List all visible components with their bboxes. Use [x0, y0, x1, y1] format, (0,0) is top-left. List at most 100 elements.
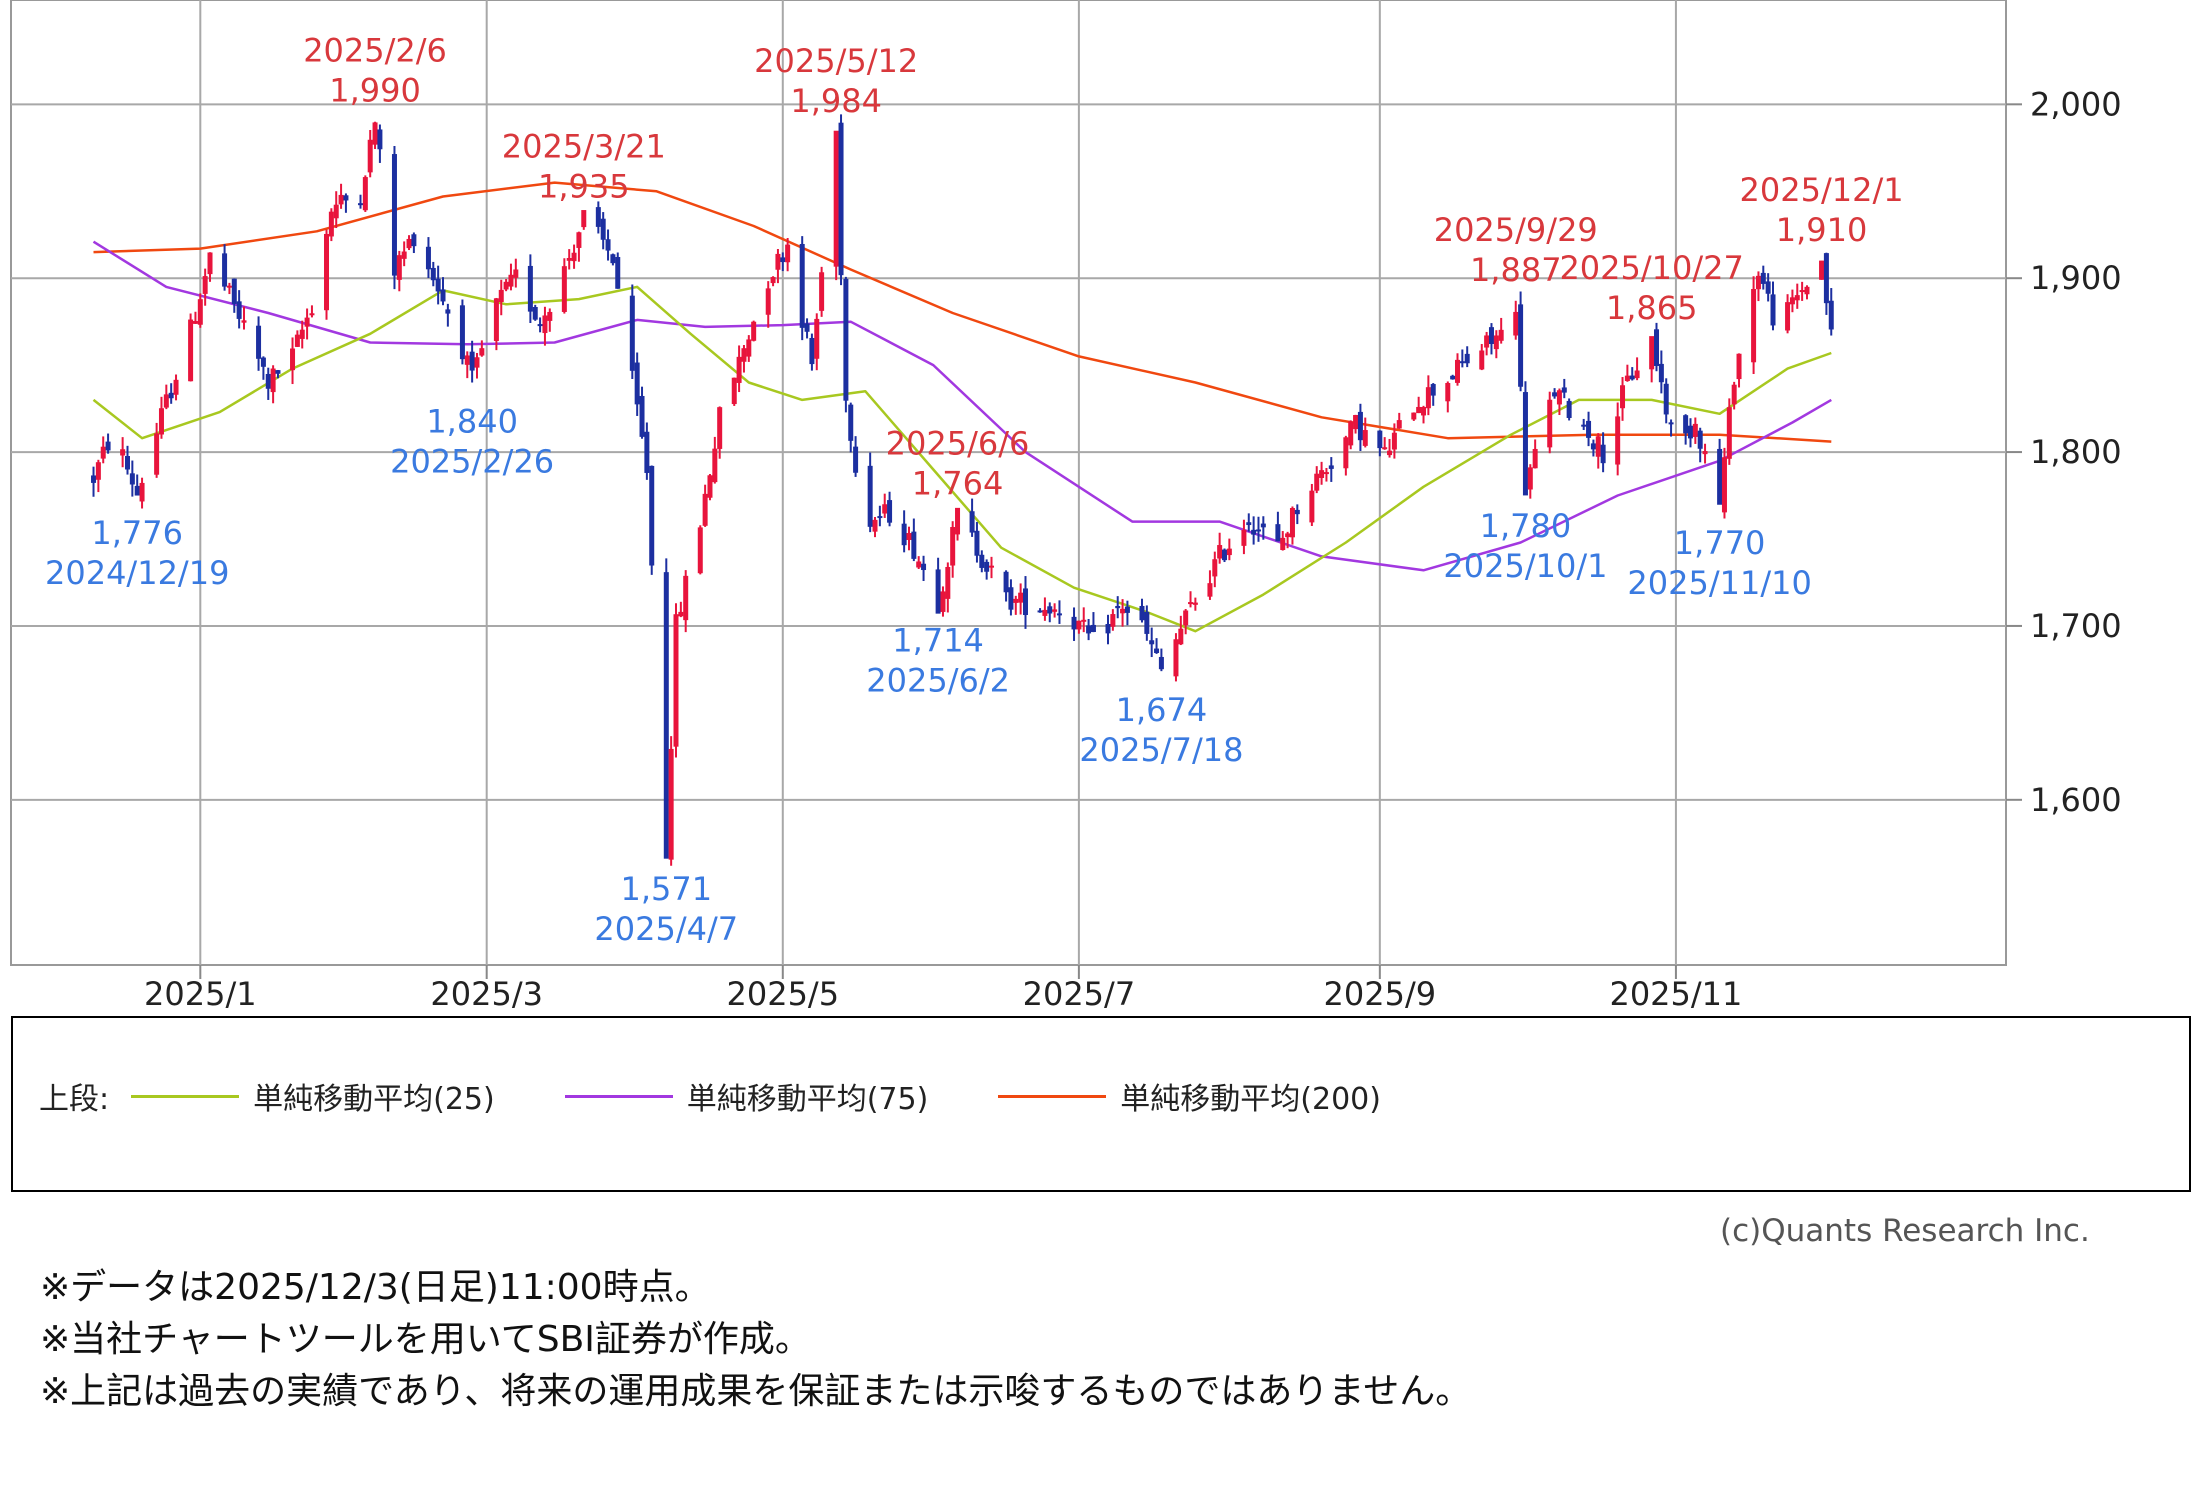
candle-body [950, 527, 956, 566]
candle-body [1513, 311, 1519, 336]
legend-item-ma75: 単純移動平均(75) [564, 1074, 928, 1118]
candle-body [503, 281, 509, 290]
legend-swatch-ma200 [998, 1094, 1107, 1098]
candle-body [615, 257, 621, 289]
candle-body [1624, 375, 1630, 382]
candle-body [1260, 523, 1266, 528]
candle-body [683, 575, 689, 621]
candle-body [867, 465, 873, 527]
candle-body [1251, 529, 1257, 535]
candle-body [1581, 424, 1587, 427]
candle-body [877, 516, 883, 519]
candle-body [1226, 548, 1232, 556]
x-tick-label: 2025/9 [1324, 975, 1437, 1010]
footnotes: ※データは2025/12/3(日足)11:00時点。 ※当社チャートツールを用い… [40, 1262, 1471, 1418]
candle-body [1241, 529, 1247, 546]
candle-body [537, 324, 543, 327]
legend-label-ma200: 単純移動平均(200) [1120, 1082, 1381, 1117]
candle-body [1726, 407, 1732, 459]
candle-body [1343, 437, 1349, 469]
candle-body [1654, 329, 1660, 366]
low-label-value: 1,780 [1480, 507, 1572, 545]
candle-body [1755, 275, 1761, 290]
candle-body [639, 395, 645, 437]
candle-body [1765, 281, 1771, 294]
candle-body [1056, 613, 1062, 616]
legend-swatch-ma25 [131, 1094, 240, 1098]
low-label-value: 1,571 [620, 870, 712, 908]
candle-body [775, 253, 781, 270]
candle-body [605, 239, 611, 251]
candle-body [222, 253, 228, 287]
candle-body [1828, 300, 1834, 330]
moving-average-lines [92, 181, 1832, 633]
candle-body [887, 500, 893, 523]
candle-body [343, 195, 349, 201]
candle-body [294, 334, 300, 347]
candle-body [1683, 415, 1689, 434]
candle-body [1022, 588, 1028, 616]
candle-body [673, 614, 679, 747]
legend-swatch-ma75 [564, 1094, 673, 1098]
candle-body [566, 257, 572, 261]
candle-body [265, 373, 271, 389]
candle-body [207, 252, 213, 275]
candle-body [1178, 628, 1184, 645]
candle-body [1217, 545, 1223, 559]
candle-body [809, 337, 815, 365]
candle-body [1071, 616, 1077, 630]
legend-panel: 上段: 単純移動平均(25) 単純移動平均(75) 単純移動平均(200) [11, 1016, 2191, 1192]
candle-body [547, 311, 553, 321]
candle-body [1600, 444, 1606, 464]
candle-body [1561, 387, 1567, 393]
footnote-data-time: ※データは2025/12/3(日足)11:00時点。 [40, 1267, 711, 1308]
y-tick-label: 2,000 [2030, 85, 2122, 123]
x-tick-label: 2025/3 [430, 975, 543, 1010]
legend-item-ma25: 単純移動平均(25) [131, 1074, 495, 1118]
candle-body [1411, 412, 1417, 420]
high-label-value: 1,887 [1470, 251, 1562, 289]
candle-body [1192, 602, 1198, 605]
candle-body [1566, 400, 1572, 418]
candle-body [1484, 335, 1490, 348]
candle-body [188, 319, 194, 382]
candle-body [396, 255, 402, 280]
candle-body [1076, 620, 1082, 630]
y-tick-label: 1,900 [2030, 259, 2122, 297]
candle-body [1391, 432, 1397, 450]
candle-body [290, 348, 296, 371]
candle-body [843, 278, 849, 401]
candle-body [1042, 609, 1048, 616]
candle-body [406, 238, 412, 249]
candle-body [1620, 385, 1626, 409]
candle-body [1663, 383, 1669, 415]
candle-body [260, 357, 266, 367]
candle-body [731, 377, 737, 405]
low-label-value: 1,714 [892, 622, 984, 660]
candle-body [1294, 509, 1300, 515]
candle-body [935, 569, 941, 614]
candle-body [1717, 448, 1723, 505]
candle-body [814, 318, 820, 359]
candle-body [241, 320, 247, 323]
candle-body [1421, 407, 1427, 416]
candle-body [780, 257, 786, 263]
candle-body [984, 561, 990, 572]
candle-body [736, 356, 742, 383]
candle-body [1319, 470, 1325, 478]
candle-body [1139, 605, 1145, 621]
candle-body [1052, 609, 1058, 612]
candle-body [1697, 430, 1703, 449]
candle-body [1110, 614, 1116, 627]
candle-body [872, 519, 878, 532]
candle-body [1556, 390, 1562, 405]
candle-body [1488, 327, 1494, 345]
candle-body [916, 561, 922, 568]
candle-body [712, 448, 718, 483]
ma75-line [92, 240, 1832, 572]
candle-body [493, 298, 499, 342]
candle-body [1721, 457, 1727, 513]
high-label-value: 1,984 [790, 82, 882, 120]
candle-body [367, 139, 373, 173]
candle-body [838, 122, 844, 276]
